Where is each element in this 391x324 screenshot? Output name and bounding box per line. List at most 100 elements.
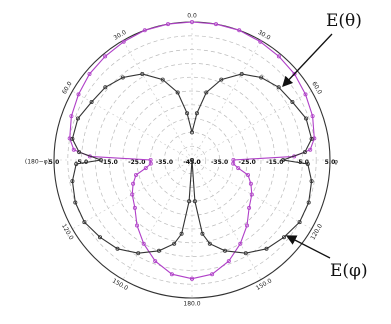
radial-tick-label: -15.0 — [266, 159, 283, 166]
data-point — [140, 72, 145, 77]
data-point — [243, 251, 248, 256]
data-point — [148, 161, 153, 166]
data-point — [169, 272, 174, 277]
data-point — [77, 150, 82, 155]
data-point — [194, 111, 199, 116]
data-point — [213, 22, 218, 27]
data-point — [76, 92, 81, 97]
radial-tick-label: -35.0 — [211, 159, 228, 166]
data-point — [121, 39, 126, 44]
series-layer — [67, 19, 317, 281]
radial-tick-label: 5.0 — [49, 159, 60, 166]
data-point — [70, 179, 75, 184]
data-point — [192, 199, 197, 204]
data-point — [237, 28, 242, 33]
data-point — [189, 276, 194, 281]
data-point — [120, 75, 125, 80]
data-point — [290, 100, 295, 105]
data-point — [89, 100, 94, 105]
data-point — [309, 179, 314, 184]
data-point — [264, 246, 269, 251]
radial-tick-label: 5.0 — [325, 159, 336, 166]
data-point — [98, 157, 103, 162]
ephi-callout-label: E(φ) — [330, 261, 368, 281]
data-point — [87, 72, 92, 77]
data-point — [236, 166, 241, 171]
angle-tick-label: 150.0 — [255, 277, 274, 292]
data-point — [136, 251, 141, 256]
grid-spoke — [191, 40, 262, 161]
radial-tick-label: -35.0 — [156, 159, 173, 166]
angle-tick-label: 0.0 — [187, 13, 197, 20]
data-point — [82, 220, 87, 225]
data-point — [156, 248, 161, 253]
data-point — [281, 235, 286, 240]
data-point — [276, 54, 281, 59]
data-point — [247, 205, 252, 210]
data-point — [165, 22, 170, 27]
polar-grid — [53, 21, 331, 299]
data-point — [189, 130, 194, 135]
data-point — [302, 150, 307, 155]
data-point — [231, 161, 236, 166]
radial-tick-label: -15.0 — [101, 159, 118, 166]
angle-tick-label: 120.0 — [60, 223, 75, 242]
data-point — [103, 85, 108, 90]
data-point — [303, 92, 308, 97]
data-point — [133, 172, 138, 177]
data-point — [238, 241, 243, 246]
data-point — [179, 231, 184, 236]
data-point — [73, 200, 78, 205]
angle-tick-label: 120.0 — [309, 223, 324, 242]
data-point — [204, 90, 209, 95]
grid-ring — [67, 35, 317, 285]
data-point — [231, 157, 236, 162]
data-point — [189, 19, 194, 24]
radial-tick-label: -25.0 — [128, 159, 145, 166]
radial-tick-label: -5.0 — [296, 159, 309, 166]
data-point — [70, 136, 75, 141]
data-point — [297, 220, 302, 225]
data-point — [148, 157, 153, 162]
data-point — [187, 199, 192, 204]
grid-ring — [177, 145, 207, 175]
data-point — [239, 72, 244, 77]
grid-ring — [122, 90, 262, 230]
data-point — [248, 181, 253, 186]
data-point — [258, 39, 263, 44]
data-point — [185, 111, 190, 116]
data-point — [67, 136, 72, 141]
data-point — [115, 246, 120, 251]
data-point — [309, 136, 314, 141]
data-point — [153, 259, 158, 264]
etheta-callout-label: E(θ) — [326, 11, 362, 31]
data-point — [304, 116, 309, 121]
data-point — [207, 241, 212, 246]
data-point — [210, 272, 215, 277]
data-point — [226, 259, 231, 264]
series-line-etheta — [69, 21, 315, 280]
data-point — [305, 161, 310, 166]
etheta-callout-arrow — [282, 33, 333, 87]
data-point — [160, 77, 165, 82]
data-point — [132, 205, 137, 210]
data-point — [172, 241, 177, 246]
data-point — [142, 28, 147, 33]
data-point — [308, 147, 313, 152]
grid-ring — [108, 76, 276, 244]
data-point — [175, 90, 180, 95]
radial-tick-label: -25.0 — [239, 159, 256, 166]
angle-tick-label: φ — [334, 159, 338, 166]
grid-spoke — [191, 90, 312, 161]
data-point — [131, 181, 136, 186]
data-point — [189, 157, 194, 162]
data-point — [200, 231, 205, 236]
data-point — [130, 192, 135, 197]
radial-tick-label: -5.0 — [75, 159, 88, 166]
data-point — [244, 223, 249, 228]
data-point — [222, 248, 227, 253]
data-point — [74, 161, 79, 166]
ephi-callout-arrow — [285, 235, 331, 259]
grid-spoke — [122, 159, 193, 280]
